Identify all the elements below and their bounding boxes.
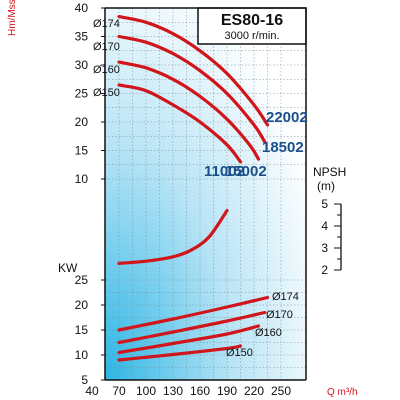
head-tick-label: 15 xyxy=(75,144,89,158)
grid xyxy=(105,7,306,381)
model-label-18502: 18502 xyxy=(262,139,304,156)
power-diameter-label: Ø160 xyxy=(255,327,282,339)
npsh-tick-label: 3 xyxy=(321,241,328,255)
kw-tick-label: 15 xyxy=(75,323,89,337)
npsh-tick-label: 4 xyxy=(321,219,328,233)
npsh-curve xyxy=(117,209,229,265)
flow-tick-label: 40 xyxy=(85,384,99,398)
head-axis-label: Hm/Mss xyxy=(7,0,18,36)
power-diameter-label: Ø150 xyxy=(226,347,253,359)
chart-subtitle: 3000 r/min. xyxy=(224,30,279,42)
power-diameter-label: Ø170 xyxy=(266,309,293,321)
flow-tick-label: 220 xyxy=(244,384,264,398)
npsh-unit-label: (m) xyxy=(317,179,335,193)
kw-axis-label: KW xyxy=(58,261,78,275)
flow-tick-label: 160 xyxy=(190,384,210,398)
npsh-tick-label: 2 xyxy=(321,263,328,277)
head-tick-label: 25 xyxy=(75,87,89,101)
flow-tick-label: 250 xyxy=(271,384,291,398)
model-label-11002: 11002 xyxy=(204,163,245,180)
flow-axis-label: Q m³/h xyxy=(327,387,358,398)
flow-tick-label: 100 xyxy=(136,384,156,398)
head-diameter-label: Ø160 xyxy=(93,64,120,76)
head-curve-d150 xyxy=(117,83,243,164)
kw-tick-label: 25 xyxy=(75,273,89,287)
head-curve-d170 xyxy=(117,34,267,144)
head-tick-label: 40 xyxy=(75,1,89,15)
head-tick-label: 20 xyxy=(75,115,89,129)
npsh-tick-label: 5 xyxy=(321,197,328,211)
head-diameter-label: Ø174 xyxy=(93,18,120,30)
npsh-axis-label: NPSH xyxy=(313,165,346,179)
head-tick-label: 35 xyxy=(75,30,89,44)
power-curve-d160 xyxy=(117,324,261,355)
curve-labels: Ø174Ø170Ø160Ø15022002185021500211002Ø174… xyxy=(93,18,308,359)
head-tick-label: 10 xyxy=(75,172,89,186)
head-tick-label: 30 xyxy=(75,58,89,72)
flow-tick-label: 70 xyxy=(112,384,126,398)
kw-tick-label: 20 xyxy=(75,298,89,312)
head-curve-d160 xyxy=(117,60,261,161)
model-label-15002: 15002 xyxy=(225,163,267,180)
plot-background xyxy=(105,8,306,380)
curves xyxy=(117,15,270,362)
power-curve-d174 xyxy=(117,295,270,332)
head-curve-d174 xyxy=(117,15,270,127)
chart-title: ES80-16 xyxy=(221,12,283,29)
model-label-22002: 22002 xyxy=(266,109,308,126)
kw-tick-label: 5 xyxy=(81,373,88,387)
flow-tick-label: 190 xyxy=(217,384,237,398)
flow-tick-label: 130 xyxy=(163,384,183,398)
power-curve-d170 xyxy=(117,310,267,345)
power-curve-d150 xyxy=(117,344,243,362)
head-diameter-label: Ø170 xyxy=(93,41,120,53)
kw-tick-label: 10 xyxy=(75,348,89,362)
head-diameter-label: Ø150 xyxy=(93,87,120,99)
power-diameter-label: Ø174 xyxy=(272,291,299,303)
